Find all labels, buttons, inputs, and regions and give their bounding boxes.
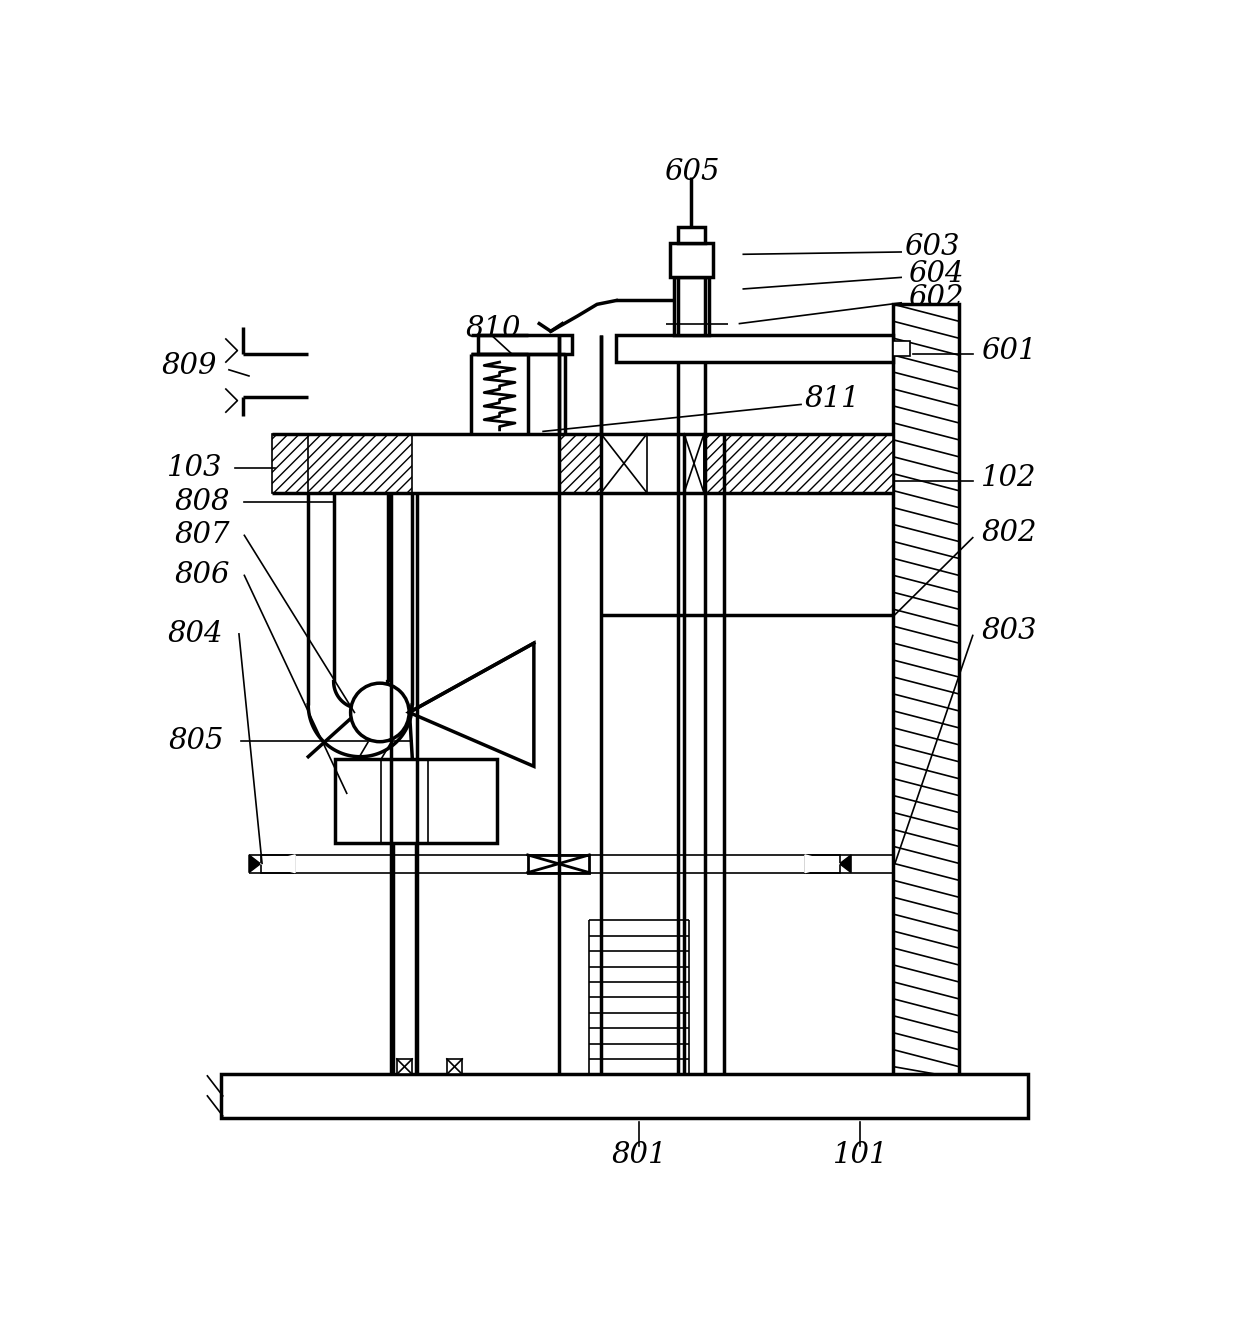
Polygon shape: [260, 855, 295, 873]
Bar: [670, 242, 713, 278]
Bar: [272, 433, 310, 493]
Bar: [894, 341, 910, 356]
Bar: [601, 433, 647, 493]
Text: 101: 101: [832, 1142, 888, 1169]
Bar: [446, 1059, 463, 1075]
Bar: [558, 433, 601, 493]
Text: 602: 602: [908, 284, 963, 312]
Text: 802: 802: [981, 519, 1037, 547]
Polygon shape: [805, 855, 839, 873]
Text: 605: 605: [663, 158, 719, 186]
Text: 808: 808: [175, 489, 231, 516]
Bar: [805, 855, 839, 873]
Bar: [309, 433, 412, 493]
Text: 811: 811: [804, 385, 859, 414]
Circle shape: [351, 684, 409, 741]
Bar: [335, 759, 497, 843]
Bar: [397, 1059, 412, 1075]
Bar: [528, 855, 589, 873]
Text: 807: 807: [175, 522, 231, 549]
Polygon shape: [249, 855, 260, 873]
Text: 809: 809: [161, 352, 217, 379]
Bar: [477, 335, 572, 354]
Text: 801: 801: [611, 1142, 667, 1169]
Text: 102: 102: [981, 464, 1037, 491]
Text: 810: 810: [465, 315, 521, 342]
Bar: [704, 433, 894, 493]
Bar: [616, 335, 894, 362]
Bar: [675, 278, 708, 335]
Text: 603: 603: [904, 233, 960, 261]
Text: 806: 806: [175, 561, 231, 590]
Bar: [678, 228, 704, 242]
Bar: [260, 855, 295, 873]
Text: 103: 103: [167, 454, 223, 482]
Text: 601: 601: [981, 337, 1037, 365]
Polygon shape: [839, 855, 851, 873]
Text: 803: 803: [981, 616, 1037, 645]
Bar: [684, 433, 704, 493]
Text: 604: 604: [908, 259, 963, 287]
Bar: [894, 304, 959, 1079]
Text: 805: 805: [169, 727, 224, 755]
Bar: [221, 1075, 1028, 1118]
Text: 804: 804: [167, 620, 223, 648]
